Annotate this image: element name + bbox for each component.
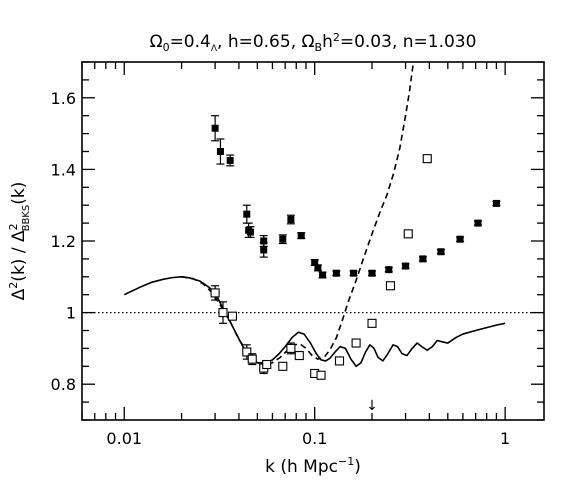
open-square-point — [367, 318, 377, 328]
filled-square-point — [368, 269, 377, 277]
open-square-point — [403, 229, 413, 239]
marker — [218, 308, 228, 318]
filled-square-point — [492, 199, 501, 207]
filled-square-point — [297, 232, 306, 240]
marker — [311, 258, 319, 266]
x-axis-title: k (h Mpc−1) — [265, 455, 361, 477]
marker — [319, 271, 327, 279]
filled-square-point — [226, 154, 235, 167]
marker — [385, 266, 393, 274]
marker — [403, 229, 413, 239]
open-square-point — [294, 351, 304, 361]
open-square-point — [351, 338, 361, 348]
marker — [402, 262, 410, 270]
open-square-point — [286, 342, 296, 355]
open-square-point — [218, 301, 228, 324]
x-tick-label: 0.01 — [106, 429, 142, 448]
marker — [279, 235, 287, 243]
marker — [260, 237, 268, 245]
marker — [456, 235, 464, 243]
marker — [260, 246, 268, 254]
marker — [385, 281, 396, 291]
scale-arrow-marker: ↓ — [366, 398, 378, 414]
marker — [227, 311, 238, 321]
solid-model-curve — [123, 276, 506, 368]
filled-square-point — [384, 266, 393, 274]
filled-square-point — [456, 235, 465, 243]
filled-square-point — [313, 264, 322, 272]
y-tick-label: 0.8 — [51, 375, 76, 394]
open-square-point — [242, 344, 252, 360]
filled-square-point — [436, 248, 445, 256]
model-curves — [123, 62, 506, 368]
y-tick-label: 1.2 — [51, 232, 76, 251]
open-square-point — [334, 356, 345, 366]
chart-title: Ω0=0.4Λ, h=0.65, ΩBh2=0.03, n=1.030 — [150, 31, 477, 54]
filled-square-point — [216, 138, 225, 165]
dashed-model-curve — [181, 62, 415, 366]
filled-square-point — [401, 262, 410, 270]
marker — [419, 255, 427, 263]
x-axis-ticks — [81, 62, 506, 420]
open-square-point — [210, 285, 220, 301]
marker — [368, 269, 376, 277]
marker — [294, 351, 304, 361]
filled-square-point — [211, 115, 220, 142]
open-square-point — [227, 311, 238, 321]
marker — [297, 232, 305, 240]
marker — [246, 228, 254, 236]
x-tick-label: 1 — [500, 429, 510, 448]
marker — [262, 359, 272, 370]
y-axis-title: Δ2(k) / Δ2BBKS(k) — [7, 182, 32, 301]
filled-square-point — [318, 271, 327, 279]
x-axis-tick-labels: 0.01 0.1 1 — [106, 429, 510, 448]
marker — [314, 264, 322, 272]
filled-square-point — [418, 255, 427, 263]
marker — [247, 354, 257, 364]
open-square-point — [247, 353, 257, 366]
open-square-point — [278, 361, 288, 371]
marker — [211, 124, 219, 132]
marker — [243, 210, 251, 218]
marker — [437, 248, 445, 256]
marker — [350, 269, 358, 277]
data-points — [210, 115, 501, 380]
y-tick-label: 1.4 — [51, 160, 76, 179]
filled-square-point — [473, 219, 482, 227]
marker — [210, 288, 220, 298]
marker — [334, 356, 345, 366]
filled-square-point — [242, 204, 251, 224]
open-square-point — [316, 370, 326, 380]
open-square-point — [422, 154, 432, 164]
marker — [287, 216, 295, 224]
marker — [367, 318, 377, 328]
y-axis-tick-labels: 0.8 1 1.2 1.4 1.6 — [51, 89, 76, 394]
marker — [286, 343, 296, 353]
marker — [242, 347, 252, 357]
marker — [278, 361, 288, 371]
marker — [316, 370, 326, 380]
marker — [351, 338, 361, 348]
marker — [332, 269, 340, 277]
marker — [226, 156, 234, 164]
marker — [492, 199, 500, 207]
filled-square-point — [246, 226, 255, 239]
x-tick-label: 0.1 — [302, 429, 327, 448]
filled-square-point — [286, 214, 295, 225]
y-tick-label: 1.6 — [51, 89, 76, 108]
open-square-point — [385, 281, 396, 291]
filled-square-point — [349, 269, 358, 277]
filled-square-point — [332, 269, 341, 277]
open-square-point — [262, 359, 272, 370]
y-tick-label: 1 — [66, 304, 76, 323]
marker — [422, 154, 432, 164]
filled-square-point — [259, 242, 268, 258]
plot-frame — [81, 61, 545, 421]
filled-square-point — [278, 234, 287, 245]
y-axis-ticks — [82, 61, 544, 421]
marker — [216, 148, 224, 155]
marker — [474, 219, 482, 227]
